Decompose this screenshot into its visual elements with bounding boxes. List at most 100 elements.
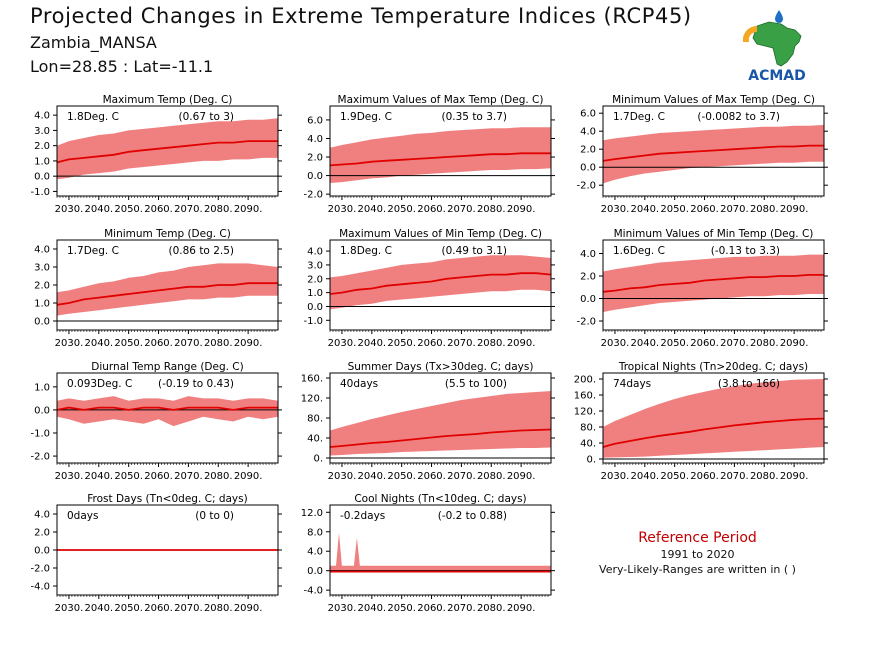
- x-tick-label: 2050.: [114, 338, 143, 349]
- y-tick-label: 0.: [586, 455, 596, 466]
- y-tick-label: 0.0: [307, 566, 323, 577]
- y-tick-label: 4.0: [34, 510, 50, 521]
- x-tick-label: 2090.: [234, 338, 263, 349]
- panel-title: Minimum Temp (Deg. C): [104, 228, 231, 240]
- y-tick-label: 2.0: [580, 145, 596, 156]
- x-tick-label: 2070.: [174, 471, 203, 482]
- y-tick-label: 160.: [301, 374, 323, 385]
- figure-title: Projected Changes in Extreme Temperature…: [30, 4, 692, 28]
- y-tick-label: 4.0: [307, 134, 323, 145]
- y-tick-label: 40.: [580, 439, 596, 450]
- x-tick-label: 2080.: [204, 204, 233, 215]
- x-tick-label: 2060.: [144, 338, 173, 349]
- panel-title: Minimum Values of Max Temp (Deg. C): [612, 94, 815, 106]
- chart-panel-10: -4.0 -2.0 0.0 2.0 4.0 2030. 2040. 2050. 2060. 207…: [30, 493, 282, 614]
- x-tick-label: 2070.: [720, 338, 749, 349]
- y-tick-label: 3.0: [34, 263, 50, 274]
- panel-stat: 1.9Deg. C: [340, 111, 392, 123]
- x-tick-label: 2080.: [477, 338, 506, 349]
- x-tick-label: 2050.: [114, 204, 143, 215]
- y-tick-label: -2.0: [303, 190, 323, 201]
- y-tick-label: 2.0: [34, 528, 50, 539]
- y-tick-label: -2.0: [30, 452, 50, 463]
- y-tick-label: 2.0: [34, 281, 50, 292]
- chart-panel-9: 0. 40. 80. 120. 160. 200. 2030. 2040. 2050. 2060.…: [574, 361, 828, 482]
- x-tick-label: 2090.: [234, 471, 263, 482]
- chart-panel-4: 0.0 1.0 2.0 3.0 4.0 2030. 2040. 2050. 2060. 2070.…: [34, 228, 282, 349]
- x-tick-label: 2060.: [690, 471, 719, 482]
- x-tick-label: 2060.: [417, 338, 446, 349]
- panel-title: Cool Nights (Tn<10deg. C; days): [354, 493, 526, 505]
- y-tick-label: 160.: [574, 391, 596, 402]
- median-line: [602, 273, 824, 293]
- x-tick-label: 2080.: [204, 603, 233, 614]
- x-tick-label: 2060.: [690, 204, 719, 215]
- y-tick-label: 80.: [580, 423, 596, 434]
- station-coordinates: Lon=28.85 : Lat=-11.1: [30, 57, 214, 76]
- africa-map-logo: ACMAD: [742, 10, 806, 84]
- panel-stat: 1.6Deg. C: [613, 245, 665, 257]
- x-tick-label: 2040.: [84, 603, 113, 614]
- x-tick-label: 2040.: [357, 204, 386, 215]
- x-tick-label: 2040.: [630, 204, 659, 215]
- x-tick-label: 2070.: [447, 603, 476, 614]
- panel-range: (0.67 to 3): [179, 111, 234, 123]
- chart-panel-8: 0. 40. 80. 120. 160. 2030. 2040. 2050. 2060. 2070…: [301, 361, 555, 482]
- x-tick-label: 2060.: [144, 204, 173, 215]
- reference-heading: Reference Period: [638, 530, 757, 546]
- y-tick-label: 4.0: [34, 111, 50, 122]
- x-tick-label: 2030.: [328, 338, 357, 349]
- x-tick-label: 2050.: [660, 338, 689, 349]
- y-tick-label: 1.0: [34, 156, 50, 167]
- x-tick-label: 2060.: [417, 204, 446, 215]
- panel-range: (5.5 to 100): [445, 378, 507, 390]
- x-tick-label: 2080.: [477, 471, 506, 482]
- x-tick-label: 2090.: [507, 338, 536, 349]
- x-tick-label: 2090.: [507, 471, 536, 482]
- x-tick-label: 2040.: [630, 338, 659, 349]
- y-tick-label: 4.0: [307, 247, 323, 258]
- panel-stat: -0.2days: [340, 510, 385, 522]
- likely-range-band: [603, 254, 824, 312]
- x-tick-label: 2030.: [55, 603, 84, 614]
- x-tick-label: 2090.: [780, 471, 809, 482]
- median-line: [602, 144, 824, 162]
- x-tick-label: 2030.: [601, 338, 630, 349]
- x-tick-label: 2050.: [660, 471, 689, 482]
- water-drop-icon: [775, 10, 783, 23]
- y-tick-label: 0.0: [34, 172, 50, 183]
- x-tick-label: 2050.: [114, 471, 143, 482]
- panel-stat: 1.8Deg. C: [67, 111, 119, 123]
- y-tick-label: -2.0: [576, 317, 596, 328]
- x-tick-label: 2050.: [660, 204, 689, 215]
- y-tick-label: 6.0: [307, 115, 323, 126]
- likely-range-band: [330, 391, 551, 456]
- x-tick-label: 2090.: [780, 204, 809, 215]
- logo-text: ACMAD: [748, 68, 806, 84]
- y-tick-label: 2.0: [307, 153, 323, 164]
- reference-period-box: Reference Period 1991 to 2020 Very-Likel…: [585, 530, 810, 576]
- y-tick-label: 2.0: [34, 141, 50, 152]
- x-tick-label: 2040.: [357, 471, 386, 482]
- y-tick-label: 0.0: [34, 405, 50, 416]
- y-tick-label: 2.0: [307, 274, 323, 285]
- y-tick-label: 0.0: [34, 546, 50, 557]
- x-tick-label: 2050.: [114, 603, 143, 614]
- x-tick-label: 2030.: [55, 471, 84, 482]
- panel-title: Diurnal Temp Range (Deg. C): [91, 361, 243, 373]
- panel-range: (-0.2 to 0.88): [438, 510, 507, 522]
- x-tick-label: 2060.: [144, 603, 173, 614]
- y-tick-label: -1.0: [30, 429, 50, 440]
- y-tick-label: 3.0: [34, 126, 50, 137]
- x-tick-label: 2080.: [477, 603, 506, 614]
- likely-range-band: [330, 532, 551, 572]
- panel-stat: 1.8Deg. C: [340, 245, 392, 257]
- x-tick-label: 2070.: [447, 204, 476, 215]
- y-tick-label: -1.0: [30, 187, 50, 198]
- y-tick-label: 0.0: [580, 163, 596, 174]
- panel-stat: 40days: [340, 378, 378, 390]
